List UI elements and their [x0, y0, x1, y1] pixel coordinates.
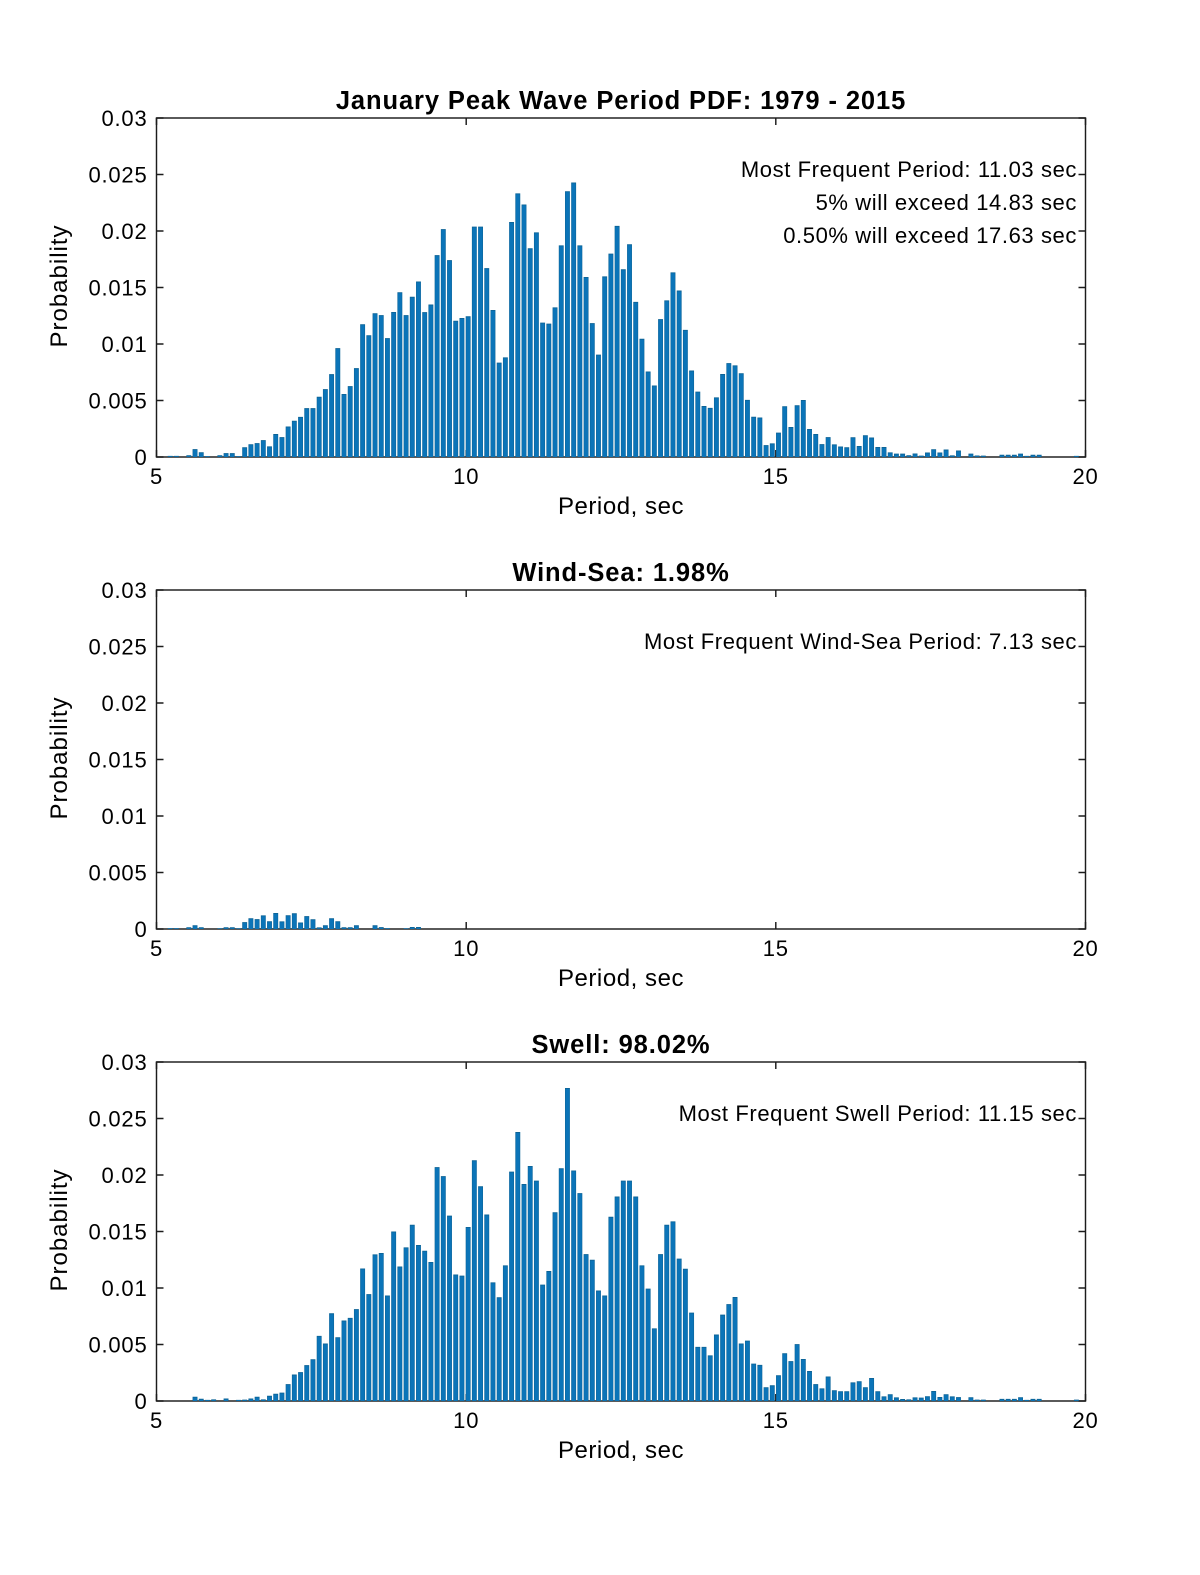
svg-text:0.005: 0.005	[88, 861, 147, 886]
svg-text:0.02: 0.02	[101, 691, 147, 716]
svg-text:10: 10	[453, 464, 479, 489]
svg-text:10: 10	[453, 1408, 479, 1433]
svg-text:Probability: Probability	[46, 224, 73, 347]
svg-text:0: 0	[134, 917, 147, 942]
svg-text:0.03: 0.03	[101, 106, 147, 131]
svg-text:0.015: 0.015	[88, 748, 147, 773]
svg-text:0.01: 0.01	[101, 804, 147, 829]
svg-text:20: 20	[1072, 464, 1098, 489]
svg-text:Most Frequent Period: 11.03 se: Most Frequent Period: 11.03 sec	[741, 157, 1077, 182]
svg-text:0.03: 0.03	[101, 1050, 147, 1075]
svg-text:Probability: Probability	[46, 696, 73, 819]
svg-text:0.025: 0.025	[88, 163, 147, 188]
svg-text:0.015: 0.015	[88, 276, 147, 301]
svg-text:Period, sec: Period, sec	[558, 1437, 684, 1464]
svg-text:Most Frequent Swell Period: 11: Most Frequent Swell Period: 11.15 sec	[679, 1101, 1077, 1126]
svg-text:0.02: 0.02	[101, 1163, 147, 1188]
svg-text:0.02: 0.02	[101, 219, 147, 244]
svg-text:Wind-Sea: 1.98%: Wind-Sea: 1.98%	[512, 559, 729, 587]
svg-text:20: 20	[1072, 1408, 1098, 1433]
svg-text:5: 5	[150, 1408, 163, 1433]
svg-text:0: 0	[134, 445, 147, 470]
svg-text:15: 15	[763, 1408, 789, 1433]
svg-text:Period, sec: Period, sec	[558, 493, 684, 520]
svg-text:10: 10	[453, 936, 479, 961]
svg-text:January Peak Wave Period PDF:: January Peak Wave Period PDF: 1979 - 201…	[336, 87, 906, 115]
svg-text:0.50% will exceed 17.63 sec: 0.50% will exceed 17.63 sec	[783, 223, 1077, 248]
svg-text:Most Frequent Wind-Sea Period:: Most Frequent Wind-Sea Period: 7.13 sec	[644, 629, 1077, 654]
svg-text:0.03: 0.03	[101, 578, 147, 603]
svg-text:5: 5	[150, 936, 163, 961]
svg-text:0.01: 0.01	[101, 332, 147, 357]
svg-text:0: 0	[134, 1389, 147, 1414]
svg-text:0.005: 0.005	[88, 389, 147, 414]
svg-text:Period, sec: Period, sec	[558, 965, 684, 992]
svg-text:0.015: 0.015	[88, 1220, 147, 1245]
svg-text:0.025: 0.025	[88, 1107, 147, 1132]
svg-text:0.01: 0.01	[101, 1276, 147, 1301]
svg-text:Probability: Probability	[46, 1168, 73, 1291]
svg-text:5% will exceed 14.83 sec: 5% will exceed 14.83 sec	[816, 190, 1077, 215]
svg-text:15: 15	[763, 936, 789, 961]
svg-text:5: 5	[150, 464, 163, 489]
svg-text:Swell: 98.02%: Swell: 98.02%	[532, 1031, 711, 1059]
svg-text:0.005: 0.005	[88, 1333, 147, 1358]
svg-text:20: 20	[1072, 936, 1098, 961]
svg-text:15: 15	[763, 464, 789, 489]
svg-text:0.025: 0.025	[88, 635, 147, 660]
